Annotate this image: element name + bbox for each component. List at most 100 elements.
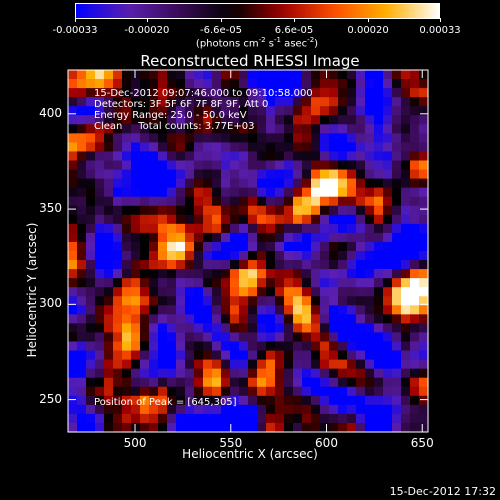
heatmap-cell: [122, 314, 132, 324]
heatmap-cell: [266, 350, 276, 361]
heatmap-cell: [221, 124, 231, 134]
heatmap-cell: [266, 187, 276, 198]
heatmap-cell: [266, 70, 276, 80]
heatmap-cell: [284, 241, 294, 252]
heatmap-cell: [176, 287, 186, 297]
heatmap-cell: [140, 350, 150, 361]
heatmap-cell: [383, 133, 393, 143]
heatmap-cell: [95, 151, 105, 162]
heatmap-cell: [257, 142, 267, 153]
heatmap-cell: [266, 232, 276, 243]
heatmap-cell: [221, 115, 231, 125]
heatmap-cell: [86, 169, 96, 180]
heatmap-cell: [401, 178, 411, 189]
heatmap-cell: [104, 386, 114, 397]
heatmap-cell: [374, 332, 384, 343]
heatmap-cell: [374, 386, 384, 397]
heatmap-cell: [338, 124, 348, 134]
heatmap-cell: [275, 368, 285, 379]
heatmap-cell: [239, 97, 249, 107]
heatmap-cell: [167, 106, 177, 116]
heatmap-cell: [374, 314, 384, 324]
heatmap-cell: [140, 79, 150, 89]
heatmap-cell: [320, 205, 330, 216]
heatmap-cell: [68, 214, 78, 225]
heatmap-cell: [401, 287, 411, 297]
heatmap-cell: [392, 115, 402, 125]
heatmap-cell: [140, 404, 150, 415]
heatmap-cell: [239, 169, 249, 180]
heatmap-cell: [68, 106, 78, 116]
heatmap-cell: [410, 341, 420, 352]
heatmap-cell: [374, 287, 384, 297]
heatmap-cell: [131, 142, 141, 153]
heatmap-cell: [185, 377, 195, 388]
heatmap-cell: [176, 368, 186, 379]
heatmap-cell: [374, 269, 384, 279]
heatmap-cell: [104, 160, 114, 171]
heatmap-cell: [284, 169, 294, 180]
heatmap-cell: [284, 278, 294, 288]
heatmap-cell: [284, 251, 294, 261]
heatmap-cell: [365, 305, 375, 315]
heatmap-cell: [320, 386, 330, 397]
heatmap-cell: [140, 124, 150, 134]
heatmap-cell: [365, 278, 375, 288]
heatmap-cell: [230, 97, 240, 107]
heatmap-cell: [239, 187, 249, 198]
heatmap-cell: [320, 269, 330, 279]
heatmap-cell: [176, 314, 186, 324]
heatmap-cell: [86, 368, 96, 379]
heatmap-cell: [320, 88, 330, 98]
heatmap-cell: [212, 323, 222, 334]
heatmap-cell: [149, 323, 159, 334]
heatmap-cell: [77, 296, 87, 306]
heatmap-cell: [248, 124, 258, 134]
heatmap-cell: [86, 241, 96, 252]
heatmap-cell: [320, 160, 330, 171]
heatmap-cell: [392, 422, 402, 433]
heatmap-cell: [257, 205, 267, 216]
heatmap-cell: [104, 422, 114, 433]
heatmap-cell: [338, 142, 348, 153]
heatmap-cell: [356, 214, 366, 225]
heatmap-cell: [239, 359, 249, 370]
heatmap-cell: [248, 386, 258, 397]
heatmap-cell: [374, 88, 384, 98]
heatmap-cell: [311, 377, 321, 388]
heatmap-cell: [248, 269, 258, 279]
heatmap-cell: [419, 79, 429, 89]
heatmap-cell: [239, 88, 249, 98]
heatmap-cell: [140, 97, 150, 107]
heatmap-cell: [239, 269, 249, 279]
heatmap-cell: [302, 160, 312, 171]
heatmap-cell: [86, 314, 96, 324]
colorbar-tick-label: -0.00033: [52, 25, 98, 36]
heatmap-cell: [257, 287, 267, 297]
heatmap-cell: [239, 124, 249, 134]
heatmap-cell: [203, 314, 213, 324]
heatmap-cell: [167, 386, 177, 397]
heatmap-cell: [113, 178, 123, 189]
heatmap-cell: [293, 287, 303, 297]
heatmap-cell: [140, 169, 150, 180]
heatmap-cell: [239, 241, 249, 252]
heatmap-cell: [293, 88, 303, 98]
heatmap-cell: [86, 395, 96, 406]
heatmap-cell: [392, 260, 402, 270]
heatmap-cell: [401, 205, 411, 216]
heatmap-cell: [140, 422, 150, 433]
heatmap-cell: [401, 314, 411, 324]
heatmap-cell: [383, 160, 393, 171]
heatmap-cell: [365, 350, 375, 361]
heatmap-cell: [311, 88, 321, 98]
heatmap-cell: [248, 106, 258, 116]
heatmap-cell: [311, 323, 321, 334]
heatmap-cell: [221, 260, 231, 270]
heatmap-cell: [401, 169, 411, 180]
heatmap-cell: [419, 142, 429, 153]
heatmap-cell: [320, 359, 330, 370]
heatmap-cell: [383, 413, 393, 424]
heatmap-cell: [104, 214, 114, 225]
heatmap-cell: [392, 79, 402, 89]
